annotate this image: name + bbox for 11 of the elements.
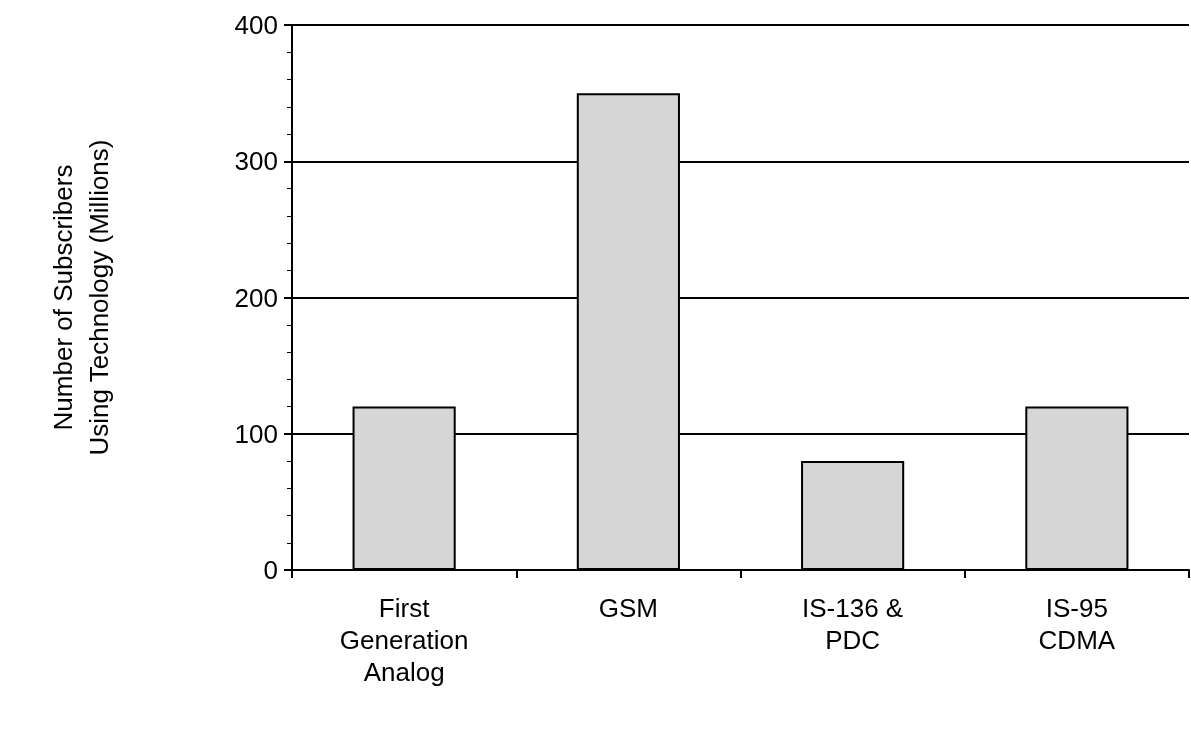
y-tick-label: 400 [234,10,278,40]
bar [801,461,905,570]
x-tick-label: First Generation Analog [339,593,469,687]
x-tick-label: IS-136 & PDC [802,593,904,655]
x-tick-label: IS-95 CDMA [1038,593,1116,655]
x-tick-label: GSM [598,593,658,623]
y-axis-title: Number of Subscribers Using Technology (Millions) [48,139,114,456]
y-tick-label: 100 [234,418,278,449]
y-tick-label: 200 [234,282,278,313]
y-tick-label: 0 [263,555,278,585]
y-tick-label: 300 [234,146,278,177]
